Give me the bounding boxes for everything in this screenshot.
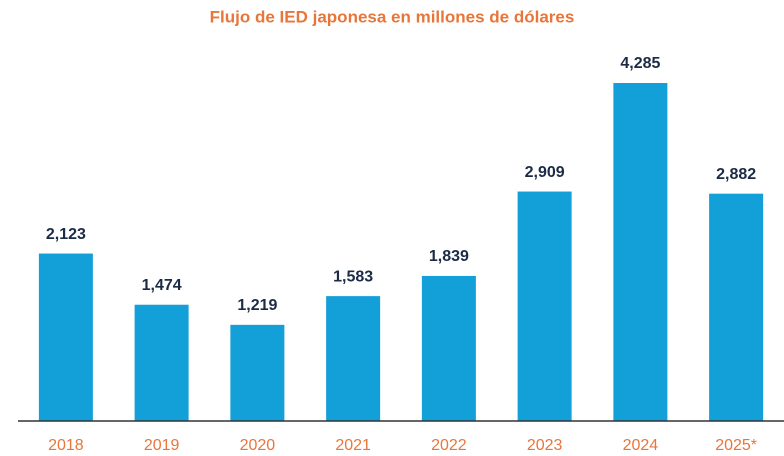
x-tick-label: 2023 bbox=[527, 437, 563, 454]
x-tick-label: 2022 bbox=[431, 437, 467, 454]
bar bbox=[38, 253, 93, 421]
value-label: 1,839 bbox=[429, 248, 469, 265]
bar bbox=[230, 324, 285, 421]
bar bbox=[326, 296, 381, 421]
chart-title: Flujo de IED japonesa en millones de dól… bbox=[210, 7, 575, 26]
bar bbox=[421, 275, 476, 421]
value-label: 1,474 bbox=[142, 277, 182, 294]
bar bbox=[517, 191, 572, 421]
bar bbox=[613, 83, 668, 421]
value-label: 4,285 bbox=[620, 55, 660, 72]
value-label: 1,583 bbox=[333, 268, 373, 285]
x-tick-label: 2024 bbox=[623, 437, 659, 454]
value-label: 1,219 bbox=[237, 297, 277, 314]
x-tick-label: 2018 bbox=[48, 437, 84, 454]
value-label: 2,882 bbox=[716, 166, 756, 183]
x-tick-label: 2020 bbox=[240, 437, 276, 454]
bar bbox=[709, 193, 764, 421]
value-label: 2,123 bbox=[46, 226, 86, 243]
value-label: 2,909 bbox=[525, 164, 565, 181]
bar bbox=[134, 304, 189, 421]
x-tick-label: 2025* bbox=[715, 437, 757, 454]
x-tick-label: 2021 bbox=[335, 437, 371, 454]
x-tick-label: 2019 bbox=[144, 437, 180, 454]
